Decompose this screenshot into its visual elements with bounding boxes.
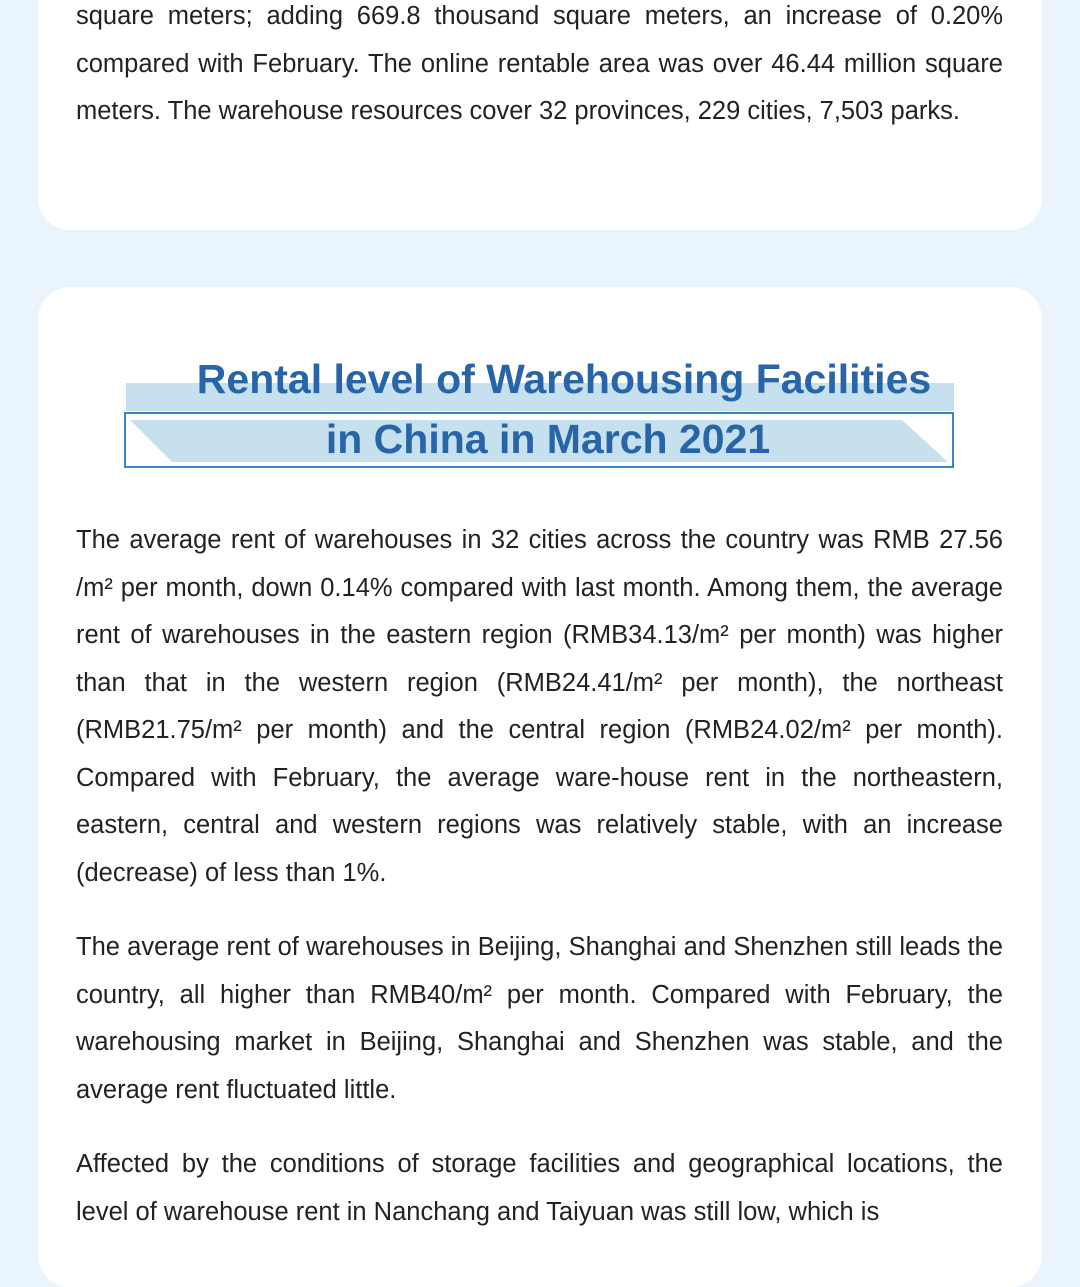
title-band-decoration [126,383,954,411]
section-title-banner: Rental level of Warehousing Facilities i… [124,347,956,469]
paragraph-low-rent-cities: Affected by the conditions of storage fa… [76,1150,1003,1226]
section-title-line2: in China in March 2021 [325,416,771,462]
intro-card: square meters; adding 669.8 thousand squ… [38,0,1042,230]
rental-section-card: Rental level of Warehousing Facilities i… [38,287,1042,1287]
paragraph-tier1-cities: The average rent of warehouses in Beijin… [76,933,1003,1104]
intro-paragraph: square meters; adding 669.8 thousand squ… [76,2,1003,125]
section-title-line1: Rental level of Warehousing Facilities [196,356,932,402]
paragraph-regional-rent: The average rent of warehouses in 32 cit… [76,526,1003,887]
title-box-decoration [124,412,954,468]
